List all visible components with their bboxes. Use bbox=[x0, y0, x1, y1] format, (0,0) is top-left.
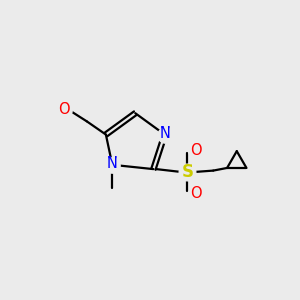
Text: O: O bbox=[190, 143, 201, 158]
Text: N: N bbox=[159, 126, 170, 141]
Text: S: S bbox=[181, 163, 193, 181]
Text: N: N bbox=[159, 126, 170, 141]
Text: N: N bbox=[107, 156, 118, 171]
Text: O: O bbox=[58, 102, 70, 117]
Text: S: S bbox=[181, 163, 193, 181]
Text: O: O bbox=[190, 186, 201, 201]
Text: O: O bbox=[190, 186, 201, 201]
Text: N: N bbox=[107, 156, 118, 171]
Text: O: O bbox=[190, 143, 201, 158]
Text: O: O bbox=[58, 102, 70, 117]
